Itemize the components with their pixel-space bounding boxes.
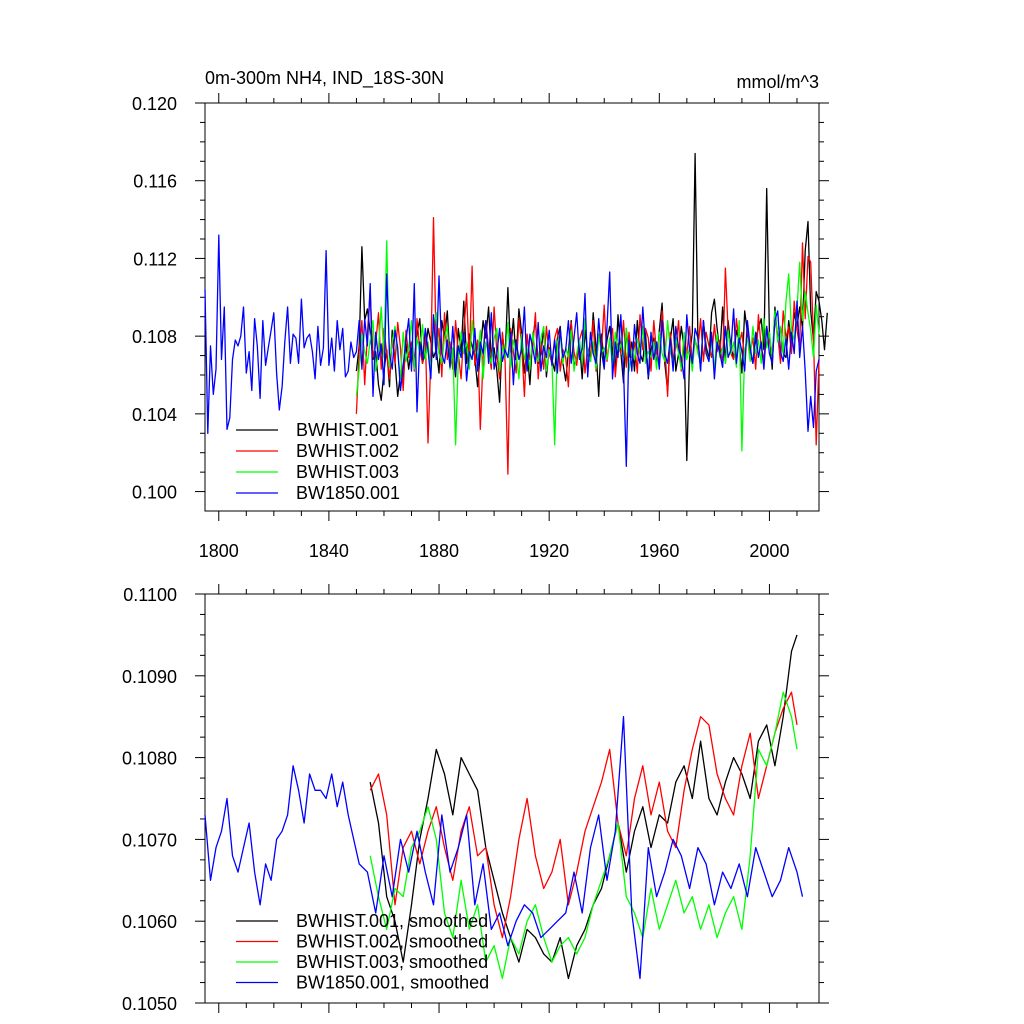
- bottom-ytick-label: 0.1090: [122, 667, 177, 687]
- bottom-ytick-label: 0.1100: [123, 585, 177, 605]
- top-xtick-label: 1800: [199, 541, 239, 561]
- bottom-panel: 0.1050 0.1060 0.1070 0.1080 0.1090 0.1100 BWH…: [122, 584, 829, 1014]
- bottom-ytick-label: 0.1070: [122, 830, 177, 850]
- top-legend-label: BWHIST.003: [296, 462, 399, 482]
- bottom-axis-ticks: 0.1050 0.1060 0.1070 0.1080 0.1090 0.1100: [122, 584, 829, 1014]
- top-ytick-label: 0.112: [133, 249, 177, 269]
- bottom-series-line-bwhist-002-smoothed: [369, 691, 798, 939]
- bottom-legend-label: BWHIST.001, smoothed: [296, 911, 488, 931]
- bottom-series-line-bw1850-001-smoothed: [204, 716, 804, 980]
- bottom-series-line-bwhist-001-smoothed: [369, 634, 798, 980]
- bottom-legend-label: BW1850.001, smoothed: [296, 973, 489, 993]
- top-ytick-label: 0.100: [132, 483, 177, 503]
- top-series-line-bw1850-001: [204, 234, 820, 467]
- bottom-ytick-label: 0.1060: [122, 912, 177, 932]
- top-series-group: [204, 152, 828, 475]
- top-series-line-bwhist-003: [355, 240, 820, 452]
- bottom-series-group: [204, 634, 804, 980]
- top-chart-units: mmol/m^3: [737, 72, 819, 92]
- top-xtick-label: 2000: [749, 541, 789, 561]
- top-panel: 1800 1840 1880 1920 1960 2000 0.100 0.104 0.108 0…: [132, 68, 829, 561]
- top-legend-label: BWHIST.001: [296, 420, 399, 440]
- bottom-legend-label: BWHIST.003, smoothed: [296, 952, 488, 972]
- bottom-ytick-label: 0.1050: [122, 994, 177, 1014]
- top-xtick-label: 1920: [529, 541, 569, 561]
- top-legend-label: BWHIST.002: [296, 441, 399, 461]
- top-ytick-label: 0.104: [132, 405, 177, 425]
- top-xtick-label: 1880: [419, 541, 459, 561]
- top-ytick-label: 0.108: [132, 327, 177, 347]
- bottom-legend-label: BWHIST.002, smoothed: [296, 932, 488, 952]
- top-chart-title: 0m-300m NH4, IND_18S-30N: [205, 68, 444, 89]
- bottom-series-line-bwhist-003-smoothed: [369, 691, 798, 980]
- bottom-ytick-label: 0.1080: [122, 749, 177, 769]
- top-legend-label: BW1850.001: [296, 483, 400, 503]
- top-axis-ticks: 1800 1840 1880 1920 1960 2000 0.100 0.104 0.108 0…: [132, 93, 829, 561]
- top-xtick-label: 1840: [309, 541, 349, 561]
- top-ytick-label: 0.120: [132, 94, 177, 114]
- top-ytick-label: 0.116: [133, 172, 177, 192]
- top-xtick-label: 1960: [639, 541, 679, 561]
